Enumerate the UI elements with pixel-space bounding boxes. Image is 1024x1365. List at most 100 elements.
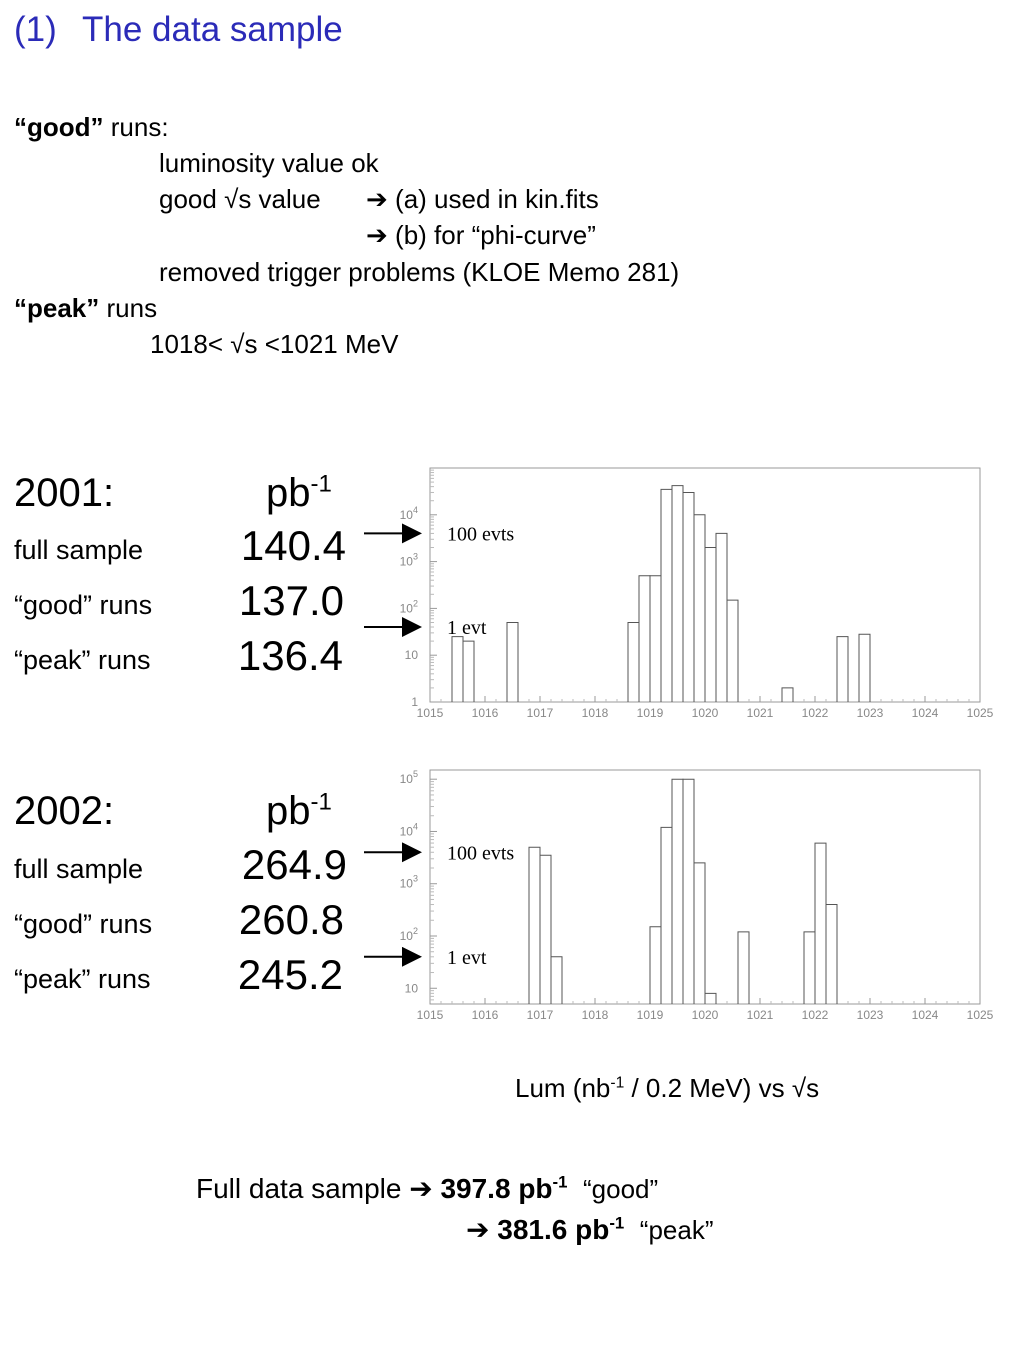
arrow-icon: ➔: [466, 1214, 490, 1245]
y-tick-exponent: 2: [413, 926, 418, 936]
histogram-bin: [528, 846, 541, 1004]
unit-text: pb: [266, 471, 311, 515]
histogram-bin: [462, 640, 475, 702]
annotation-label: 1 evt: [447, 617, 487, 639]
x-tick-label: 1021: [747, 1008, 774, 1022]
row-2002-full-label: full sample: [14, 854, 144, 884]
row-2002-good-value: 260.8: [238, 896, 344, 943]
summary-good-value-text: 397.8 pb: [440, 1173, 553, 1204]
x-tick-label: 1022: [802, 706, 829, 720]
histogram-bin: [671, 778, 684, 1004]
x-tick-label: 1024: [912, 706, 939, 720]
summary-good-line: Full data sample ➔ 397.8 pb-1 “good”: [196, 1172, 658, 1205]
unit-text: pb: [266, 789, 311, 833]
good-runs-heading: “good” runs:: [14, 112, 169, 143]
summary-peak-value: 381.6 pb-1: [497, 1214, 624, 1245]
row-2001-good-value: 137.0: [238, 577, 344, 624]
year-2001-unit: pb-1: [266, 471, 332, 516]
y-tick-label: 10: [405, 981, 419, 995]
good-runs-use-b: ➔ (b) for “phi-curve”: [366, 220, 596, 251]
x-tick-label: 1022: [802, 1008, 829, 1022]
histogram-bin: [715, 532, 728, 702]
x-tick-label: 1015: [417, 706, 444, 720]
arrow-icon: ➔: [366, 184, 388, 214]
arrow-icon: ➔: [366, 220, 388, 250]
title-text: The data sample: [82, 10, 343, 49]
axis-caption-pre: Lum (nb: [515, 1073, 611, 1103]
good-runs-line-trigger: removed trigger problems (KLOE Memo 281): [159, 257, 680, 287]
histogram-bin: [660, 826, 673, 1004]
y-tick-label: 102: [400, 598, 418, 615]
axis-caption-post: / 0.2 MeV) vs √s: [624, 1073, 820, 1103]
good-runs-use-a: ➔ (a) used in kin.fits: [366, 184, 599, 215]
histogram-bin: [814, 842, 827, 1004]
histogram-bin: [451, 636, 464, 702]
year-2001-label: 2001:: [14, 471, 115, 515]
summary-label: Full data sample: [196, 1173, 402, 1204]
x-tick-label: 1020: [692, 706, 719, 720]
y-tick-exponent: 5: [413, 769, 418, 779]
histogram-bin: [704, 992, 717, 1004]
x-tick-label: 1023: [857, 706, 884, 720]
histogram-bin: [627, 621, 640, 702]
summary-good-sup: -1: [552, 1172, 568, 1192]
y-tick-exponent: 2: [413, 598, 418, 608]
y-tick-label: 1: [411, 695, 418, 709]
good-runs-heading-bold: “good”: [14, 112, 104, 142]
y-tick-label: 102: [400, 926, 418, 943]
y-tick-exponent: 4: [413, 505, 418, 515]
row-2001-peak-value: 136.4: [237, 632, 343, 679]
axis-caption: Lum (nb-1 / 0.2 MeV) vs √s: [515, 1073, 819, 1104]
y-tick-label: 104: [400, 505, 418, 522]
row-2001-good-label: “good” runs: [14, 590, 153, 620]
x-tick-label: 1016: [472, 1008, 499, 1022]
peak-runs-heading-bold: “peak”: [14, 293, 100, 323]
y-tick-label: 10: [405, 648, 419, 662]
row-2001-peak-label: “peak” runs: [14, 645, 151, 675]
y-tick-exponent: 4: [413, 821, 418, 831]
summary-good-tag: “good”: [583, 1174, 659, 1204]
histogram-bin: [836, 636, 849, 702]
summary-peak-sup: -1: [609, 1213, 625, 1233]
page-title: (1) The data sample: [14, 10, 343, 50]
x-tick-label: 1018: [582, 1008, 609, 1022]
summary-peak-tag: “peak”: [639, 1215, 714, 1245]
y-tick-label: 104: [400, 821, 418, 838]
x-tick-label: 1021: [747, 706, 774, 720]
summary-peak-line: ➔ 381.6 pb-1 “peak”: [466, 1213, 714, 1246]
y-tick-exponent: 3: [413, 874, 418, 884]
annotation-label: 100 evts: [447, 523, 514, 545]
y-tick-label: 105: [400, 769, 418, 786]
x-tick-label: 1024: [912, 1008, 939, 1022]
x-tick-label: 1020: [692, 1008, 719, 1022]
histogram-bin: [671, 485, 684, 702]
year-2002-unit: pb-1: [266, 789, 332, 834]
y-tick-label: 103: [400, 552, 418, 569]
row-2002-good-label: “good” runs: [14, 909, 153, 939]
good-runs-line-sqrts: good √s value: [159, 184, 321, 215]
histogram-bin: [682, 778, 695, 1004]
y-tick-exponent: 3: [413, 552, 418, 562]
year-2002-label: 2002:: [14, 789, 115, 833]
x-tick-label: 1019: [637, 1008, 664, 1022]
x-tick-label: 1023: [857, 1008, 884, 1022]
histogram-bin: [858, 633, 871, 702]
histogram-bin: [781, 687, 794, 702]
x-tick-label: 1015: [417, 1008, 444, 1022]
x-tick-label: 1017: [527, 706, 554, 720]
row-2001-full-value: 140.4: [240, 522, 346, 569]
histogram-bin: [737, 931, 750, 1004]
peak-runs-range: 1018< √s <1021 MeV: [150, 329, 399, 359]
histogram-bin: [726, 599, 739, 702]
axis-caption-sup: -1: [610, 1074, 625, 1092]
row-2001-full-label: full sample: [14, 535, 144, 565]
histogram-bin: [693, 862, 706, 1004]
x-tick-label: 1018: [582, 706, 609, 720]
use-a-text: (a) used in kin.fits: [395, 184, 599, 214]
x-tick-label: 1025: [967, 1008, 994, 1022]
row-2002-peak-label: “peak” runs: [14, 964, 151, 994]
histogram-bin: [649, 575, 662, 702]
row-2002-full-value: 264.9: [241, 841, 347, 888]
summary-good-value: 397.8 pb-1: [440, 1173, 567, 1204]
unit-sup: -1: [310, 470, 332, 498]
